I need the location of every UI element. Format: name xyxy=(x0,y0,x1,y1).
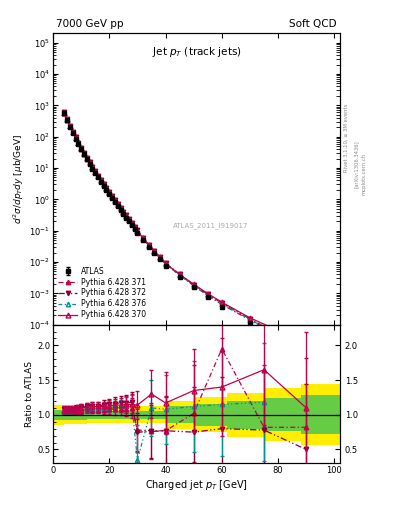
Bar xyxy=(194,403,228,426)
Bar xyxy=(264,398,301,432)
Legend: ATLAS, Pythia 6.428 371, Pythia 6.428 372, Pythia 6.428 376, Pythia 6.428 370: ATLAS, Pythia 6.428 371, Pythia 6.428 37… xyxy=(57,265,147,321)
Bar xyxy=(53,405,64,424)
Bar xyxy=(123,411,138,419)
Bar xyxy=(53,410,64,420)
Bar xyxy=(109,407,123,423)
Bar xyxy=(64,406,75,424)
Bar xyxy=(138,407,165,423)
Bar xyxy=(64,410,75,420)
Bar xyxy=(228,401,264,429)
Bar xyxy=(87,411,98,419)
Bar xyxy=(87,407,98,423)
Bar xyxy=(98,407,109,423)
Text: Jet $p_T$ (track jets): Jet $p_T$ (track jets) xyxy=(152,45,241,59)
Text: 7000 GeV pp: 7000 GeV pp xyxy=(56,19,123,29)
Bar xyxy=(301,395,340,434)
Text: Soft QCD: Soft QCD xyxy=(290,19,337,29)
Bar xyxy=(75,406,87,424)
Bar xyxy=(165,401,194,429)
Bar xyxy=(264,389,301,441)
Text: Rivet 3.1.10, ≥ 3M events: Rivet 3.1.10, ≥ 3M events xyxy=(344,104,349,173)
Y-axis label: $d^2\sigma/dp_{T}dy$ [$\mu$b/GeV]: $d^2\sigma/dp_{T}dy$ [$\mu$b/GeV] xyxy=(12,134,26,224)
Y-axis label: Ratio to ATLAS: Ratio to ATLAS xyxy=(26,361,34,427)
Bar xyxy=(228,393,264,437)
Text: ATLAS_2011_I919017: ATLAS_2011_I919017 xyxy=(173,222,249,229)
X-axis label: Charged jet $p_T$ [GeV]: Charged jet $p_T$ [GeV] xyxy=(145,478,248,492)
Text: mcplots.cern.ch: mcplots.cern.ch xyxy=(362,153,367,195)
Bar xyxy=(123,407,138,423)
Text: [arXiv:1306.3436]: [arXiv:1306.3436] xyxy=(354,140,359,188)
Bar xyxy=(98,411,109,419)
Bar xyxy=(138,411,165,419)
Bar xyxy=(301,385,340,445)
Bar xyxy=(75,410,87,420)
Bar xyxy=(165,407,194,423)
Bar xyxy=(109,411,123,419)
Bar xyxy=(194,397,228,432)
